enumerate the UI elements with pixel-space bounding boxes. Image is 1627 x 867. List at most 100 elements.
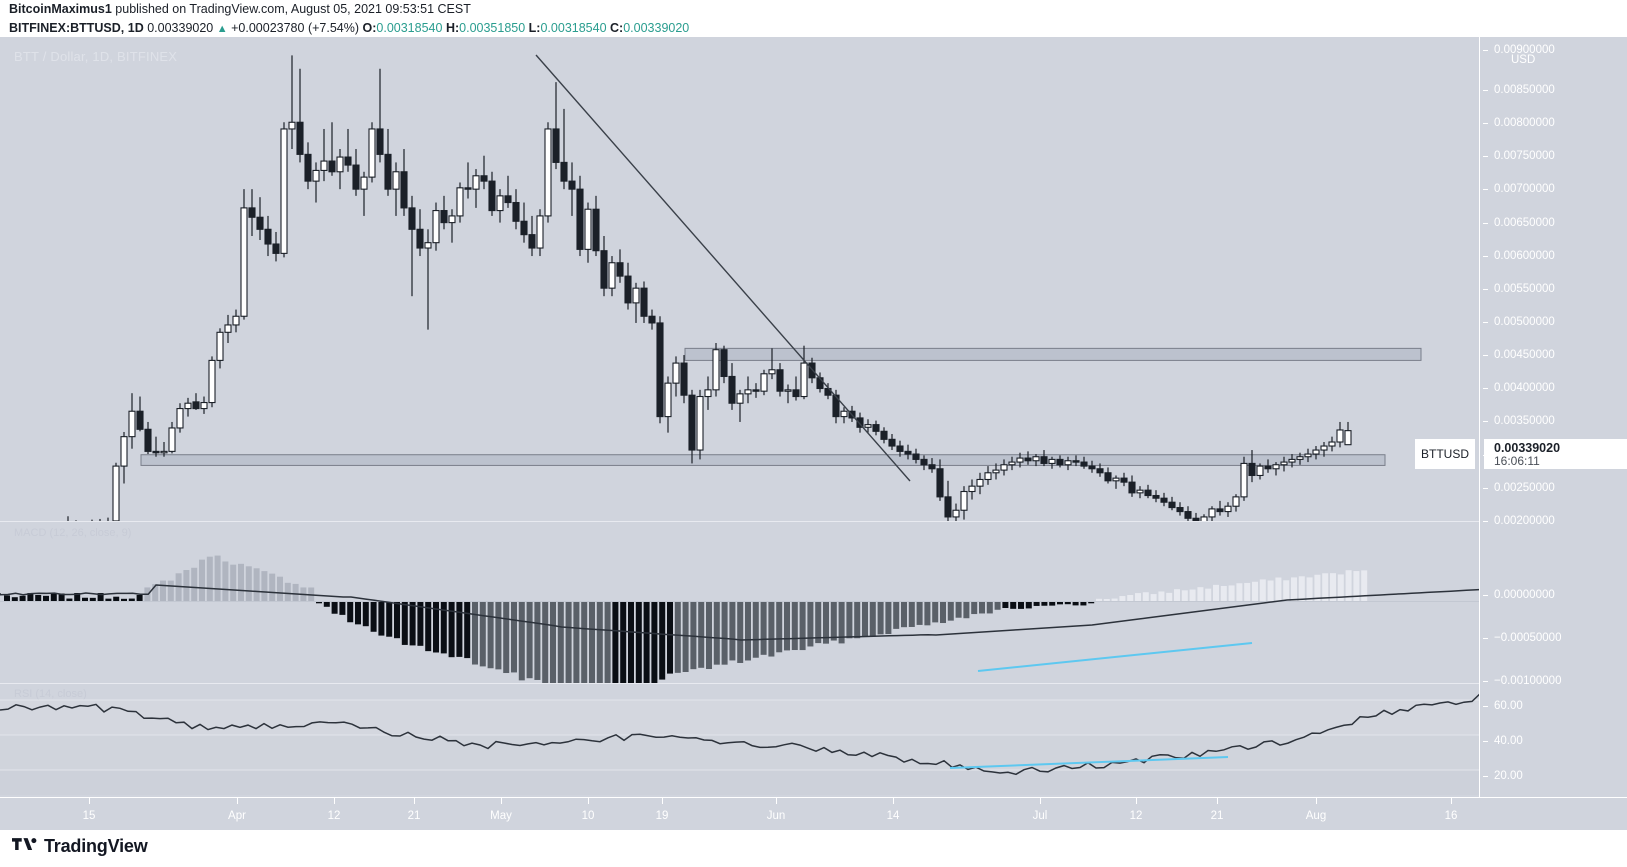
rsi-divergence-trendline[interactable] bbox=[949, 756, 1229, 769]
macd-histogram-bar bbox=[464, 601, 471, 659]
candle bbox=[400, 149, 408, 216]
candle bbox=[1128, 475, 1136, 497]
macd-histogram-bar bbox=[1228, 585, 1235, 601]
macd-histogram-bar bbox=[230, 564, 237, 601]
candle bbox=[1176, 502, 1184, 516]
pane-divider-2 bbox=[0, 683, 1479, 684]
macd-histogram-bar bbox=[721, 601, 728, 665]
candle bbox=[312, 162, 320, 203]
time-axis-label: Jun bbox=[766, 810, 786, 822]
candlestick-canvas bbox=[67, 54, 1422, 521]
candle bbox=[136, 396, 144, 432]
macd-histogram-bar bbox=[901, 601, 907, 628]
time-axis-label: 10 bbox=[581, 810, 595, 822]
macd-histogram-bar bbox=[409, 601, 416, 646]
candle bbox=[352, 149, 360, 196]
macd-histogram-bar bbox=[869, 601, 876, 637]
macd-histogram-bar bbox=[152, 584, 159, 601]
candle bbox=[1000, 459, 1008, 476]
time-axis-label: May bbox=[490, 810, 512, 822]
candle bbox=[1280, 456, 1288, 472]
price-axis-label: 0.00400000 bbox=[1494, 382, 1555, 394]
macd-divergence-trendline[interactable] bbox=[977, 642, 1253, 672]
candle bbox=[464, 162, 472, 199]
price-axis-label: 0.00200000 bbox=[1494, 515, 1555, 527]
macd-canvas bbox=[0, 555, 1479, 683]
macd-histogram-bar bbox=[760, 601, 767, 655]
candle bbox=[272, 231, 280, 262]
candle bbox=[536, 209, 544, 257]
price-tick bbox=[1483, 595, 1488, 596]
candle bbox=[1056, 455, 1064, 468]
macd-histogram-bar bbox=[674, 601, 681, 673]
macd-histogram-bar bbox=[433, 601, 439, 653]
candle bbox=[576, 175, 584, 257]
price-tick bbox=[1483, 322, 1488, 323]
macd-pane[interactable]: MACD (12, 26, close, 9) bbox=[0, 523, 1479, 683]
candle bbox=[632, 282, 640, 323]
price-axis-label: 20.00 bbox=[1494, 770, 1523, 782]
candle bbox=[1040, 450, 1048, 467]
macd-histogram-bar bbox=[589, 601, 595, 683]
chart-area[interactable]: BTT / Dollar, 1D, BITFINEX MACD (12, 26,… bbox=[0, 37, 1627, 831]
price-axis-label: 0.00800000 bbox=[1494, 117, 1555, 129]
macd-histogram-bar bbox=[82, 597, 88, 601]
chart-symbol-watermark: BTT / Dollar, 1D, BITFINEX bbox=[14, 49, 178, 64]
macd-histogram-bar bbox=[1267, 580, 1274, 601]
macd-histogram-bar bbox=[1189, 589, 1196, 601]
candle bbox=[440, 195, 448, 230]
candle bbox=[648, 309, 656, 330]
candle bbox=[208, 356, 216, 408]
candle bbox=[1240, 456, 1248, 501]
macd-histogram-bar bbox=[854, 601, 861, 639]
macd-histogram-bar bbox=[1213, 584, 1219, 601]
macd-histogram-bar bbox=[651, 601, 658, 683]
macd-histogram-bar bbox=[643, 601, 650, 683]
candle bbox=[744, 376, 752, 404]
macd-histogram-bar bbox=[830, 601, 837, 641]
candle bbox=[688, 389, 696, 464]
candle bbox=[800, 345, 808, 400]
macd-histogram-bar bbox=[1142, 592, 1149, 601]
price-tick bbox=[1483, 189, 1488, 190]
time-tick bbox=[588, 798, 589, 804]
macd-histogram-bar bbox=[838, 601, 845, 644]
macd-histogram-bar bbox=[534, 601, 541, 680]
macd-histogram-bar bbox=[479, 601, 486, 667]
macd-histogram-bar bbox=[807, 601, 814, 647]
candle bbox=[1032, 454, 1040, 467]
macd-histogram-bar bbox=[963, 601, 970, 619]
macd-histogram-bar bbox=[370, 601, 377, 632]
macd-histogram-bar bbox=[1330, 573, 1336, 601]
candle bbox=[160, 442, 168, 457]
price-pane[interactable]: BTT / Dollar, 1D, BITFINEX bbox=[0, 37, 1479, 521]
candle bbox=[880, 427, 888, 444]
upper-resistance-zone[interactable] bbox=[684, 347, 1422, 361]
macd-histogram-bar bbox=[1181, 590, 1188, 601]
time-tick bbox=[501, 798, 502, 804]
candle bbox=[1048, 456, 1056, 469]
macd-histogram-bar bbox=[877, 601, 884, 635]
candle bbox=[936, 459, 944, 501]
price-axis-label: 40.00 bbox=[1494, 735, 1523, 747]
candle bbox=[496, 189, 504, 223]
price-scale[interactable]: USD 0.00900000 0.00850000 0.00800000 0.0075… bbox=[1479, 37, 1627, 830]
descending-trendline[interactable] bbox=[535, 54, 911, 482]
rsi-pane[interactable]: RSI (14, close) bbox=[0, 685, 1479, 795]
price-axis-label: 0.00600000 bbox=[1494, 250, 1555, 262]
macd-histogram-bar bbox=[1010, 601, 1017, 609]
lower-support-zone[interactable] bbox=[140, 454, 1386, 466]
candle bbox=[1328, 436, 1336, 452]
candle bbox=[280, 122, 288, 258]
price-tick bbox=[1483, 681, 1488, 682]
macd-histogram-bar bbox=[620, 601, 627, 683]
macd-histogram-bar bbox=[729, 601, 736, 661]
tradingview-logo[interactable]: TradingView bbox=[12, 836, 148, 857]
macd-histogram-bar bbox=[908, 601, 915, 627]
time-scale[interactable]: 15 Apr 12 21 May 10 19 Jun 14 Jul 12 21 Aug 16 bbox=[0, 797, 1627, 831]
rsi-band bbox=[0, 700, 1479, 735]
macd-histogram-bar bbox=[269, 573, 276, 601]
time-tick bbox=[1316, 798, 1317, 804]
macd-histogram-bar bbox=[667, 601, 673, 674]
macd-histogram-bar bbox=[1337, 574, 1344, 601]
